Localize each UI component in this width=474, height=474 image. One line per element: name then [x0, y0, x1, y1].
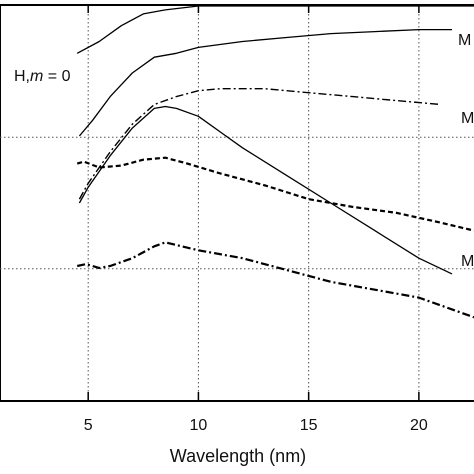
- annotation-m-3: M: [461, 253, 474, 270]
- annotation-hm0-m: m: [30, 68, 43, 85]
- annotation-hm0: H,m = 0: [14, 68, 71, 85]
- x-tick-label: 20: [410, 417, 428, 434]
- plot-frame: [0, 4, 474, 402]
- x-tick-label: 10: [190, 417, 208, 434]
- annotation-m-2: M: [461, 110, 474, 127]
- tick-marks: [87, 6, 420, 400]
- x-tick-label: 15: [300, 417, 318, 434]
- tick-labels: 5 10 15 20: [84, 417, 428, 434]
- series-line-1: [76, 5, 474, 54]
- series-line-3: [78, 87, 441, 200]
- series-line-5: [76, 156, 474, 232]
- series-group: [76, 5, 474, 319]
- annotation-hm0-suffix: = 0: [43, 68, 70, 85]
- annotation-m-1: M: [458, 32, 471, 49]
- series-line-4: [78, 105, 453, 275]
- x-tick-label: 5: [84, 417, 93, 434]
- series-line-2: [78, 28, 452, 137]
- x-axis-title: Wavelength (nm): [170, 446, 306, 466]
- grid-lines: [0, 6, 474, 400]
- series-line-6: [76, 241, 474, 319]
- annotation-hm0-prefix: H,: [14, 68, 30, 85]
